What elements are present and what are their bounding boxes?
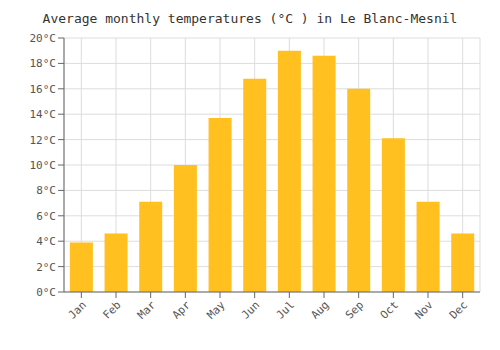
svg-text:Jun: Jun	[239, 298, 262, 321]
svg-text:Dec: Dec	[447, 298, 470, 321]
svg-text:18°C: 18°C	[30, 57, 57, 70]
svg-text:Mar: Mar	[135, 298, 159, 322]
svg-text:Aug: Aug	[308, 298, 331, 321]
svg-text:Apr: Apr	[170, 298, 194, 322]
svg-text:14°C: 14°C	[30, 108, 57, 121]
svg-text:May: May	[204, 298, 228, 322]
svg-text:8°C: 8°C	[36, 184, 56, 197]
html-text:Average monthly temperatures (: Average monthly temperatures (°C ) in Le…	[42, 11, 458, 26]
svg-text:Sep: Sep	[343, 298, 366, 321]
svg-text:Nov: Nov	[412, 298, 436, 322]
svg-text:2°C: 2°C	[36, 261, 56, 274]
svg-text:4°C: 4°C	[36, 235, 56, 248]
svg-text:Feb: Feb	[100, 298, 123, 321]
svg-text:0°C: 0°C	[36, 286, 56, 299]
svg-text:6°C: 6°C	[36, 210, 56, 223]
svg-text:10°C: 10°C	[30, 159, 57, 172]
svg-text:16°C: 16°C	[30, 83, 57, 96]
svg-text:20°C: 20°C	[30, 32, 57, 45]
svg-text:Jul: Jul	[274, 298, 297, 321]
svg-text:Jan: Jan	[66, 298, 89, 321]
svg-text:12°C: 12°C	[30, 134, 57, 147]
svg-text:Oct: Oct	[378, 298, 401, 321]
